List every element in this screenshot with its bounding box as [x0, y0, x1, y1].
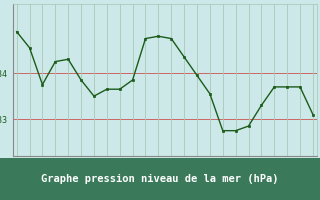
Text: Graphe pression niveau de la mer (hPa): Graphe pression niveau de la mer (hPa) — [41, 174, 279, 184]
